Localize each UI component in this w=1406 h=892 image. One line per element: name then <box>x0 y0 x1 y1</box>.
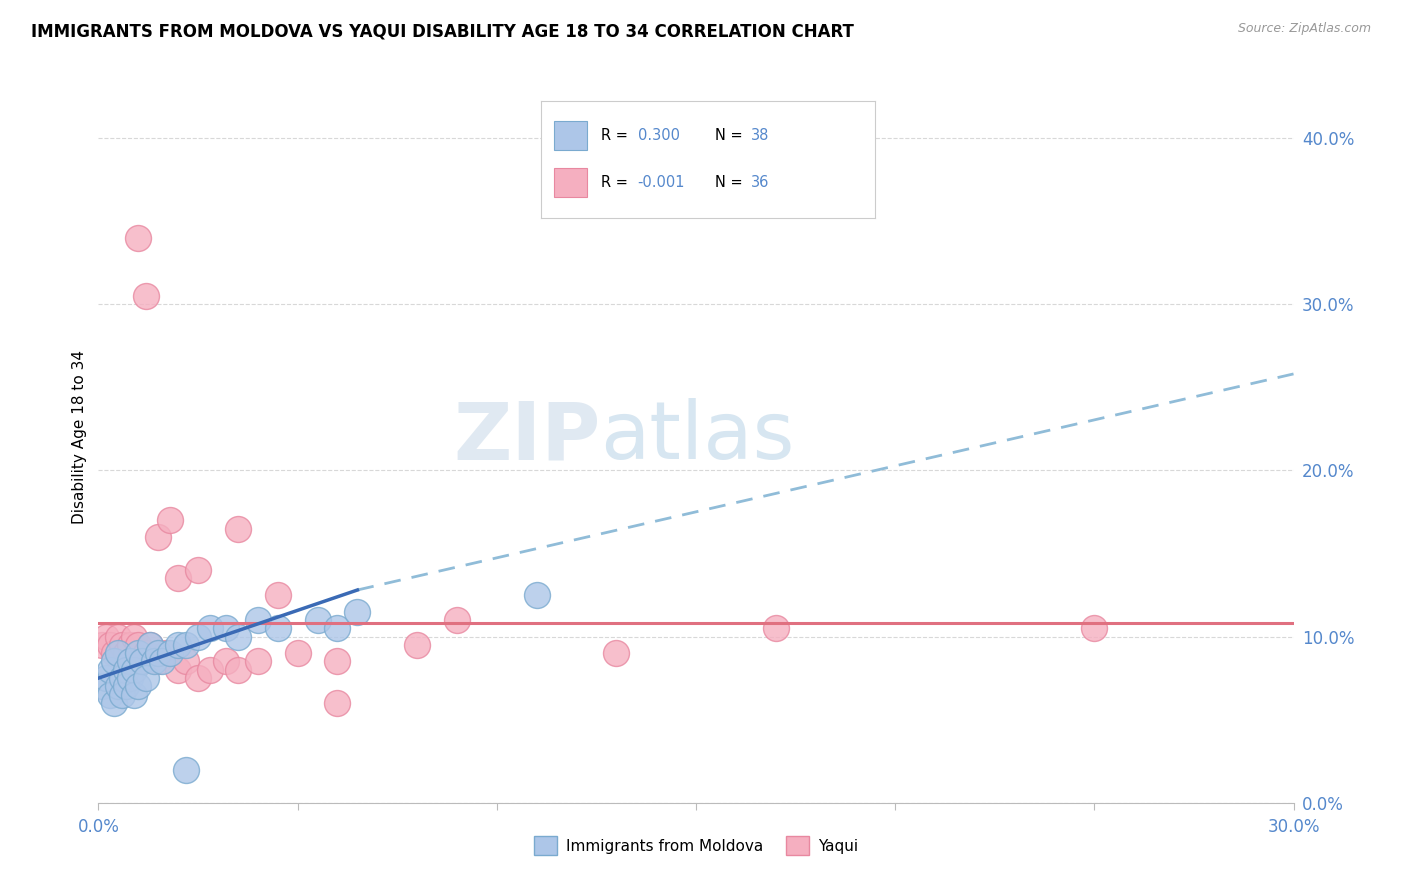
Point <box>131 655 153 669</box>
Point <box>215 621 238 635</box>
Point <box>174 655 197 669</box>
Point <box>765 621 787 635</box>
Point <box>148 646 170 660</box>
Point <box>103 696 125 710</box>
Point <box>174 763 197 777</box>
Y-axis label: Disability Age 18 to 34: Disability Age 18 to 34 <box>72 350 87 524</box>
Point <box>267 621 290 635</box>
Point <box>148 530 170 544</box>
Point <box>226 630 249 644</box>
Point <box>96 671 118 685</box>
Point <box>143 655 166 669</box>
Point <box>127 638 149 652</box>
Point <box>98 638 122 652</box>
Point <box>127 230 149 244</box>
Point <box>115 680 138 694</box>
Point <box>127 646 149 660</box>
Point <box>246 655 269 669</box>
Point <box>127 680 149 694</box>
Point <box>159 513 181 527</box>
Point <box>326 621 349 635</box>
Point <box>98 688 122 702</box>
Point <box>91 638 114 652</box>
Point <box>124 688 146 702</box>
Point <box>187 630 209 644</box>
Legend: Immigrants from Moldova, Yaqui: Immigrants from Moldova, Yaqui <box>527 830 865 861</box>
Point <box>124 630 146 644</box>
Point <box>307 613 329 627</box>
Point <box>346 605 368 619</box>
Point <box>135 671 157 685</box>
Text: Source: ZipAtlas.com: Source: ZipAtlas.com <box>1237 22 1371 36</box>
Point <box>124 663 146 677</box>
Point <box>605 646 627 660</box>
Point <box>115 646 138 660</box>
Point <box>111 688 134 702</box>
Point <box>167 663 190 677</box>
Point <box>103 646 125 660</box>
Point <box>226 663 249 677</box>
Point <box>103 655 125 669</box>
Point <box>187 671 209 685</box>
Point <box>406 638 429 652</box>
Point <box>167 638 190 652</box>
Point <box>98 663 122 677</box>
Point <box>446 613 468 627</box>
Point <box>198 621 221 635</box>
Point <box>226 521 249 535</box>
Point <box>111 638 134 652</box>
Point <box>107 630 129 644</box>
Point <box>155 646 177 660</box>
Point <box>139 638 162 652</box>
Point <box>107 646 129 660</box>
Point <box>148 655 170 669</box>
Point <box>187 563 209 577</box>
Point <box>120 638 142 652</box>
Text: atlas: atlas <box>600 398 794 476</box>
Text: ZIP: ZIP <box>453 398 600 476</box>
Point <box>159 646 181 660</box>
Point <box>135 289 157 303</box>
Point <box>111 671 134 685</box>
Point <box>526 588 548 602</box>
Point <box>135 646 157 660</box>
Point <box>107 680 129 694</box>
Point <box>120 671 142 685</box>
Text: IMMIGRANTS FROM MOLDOVA VS YAQUI DISABILITY AGE 18 TO 34 CORRELATION CHART: IMMIGRANTS FROM MOLDOVA VS YAQUI DISABIL… <box>31 22 853 40</box>
Point <box>131 655 153 669</box>
Point <box>326 655 349 669</box>
Point <box>246 613 269 627</box>
Point <box>267 588 290 602</box>
Point <box>96 630 118 644</box>
Point <box>139 638 162 652</box>
Point <box>326 696 349 710</box>
Point <box>174 638 197 652</box>
Point <box>1083 621 1105 635</box>
Point <box>120 655 142 669</box>
Point <box>167 571 190 585</box>
Point <box>198 663 221 677</box>
Point <box>215 655 238 669</box>
Point <box>115 663 138 677</box>
Point <box>287 646 309 660</box>
Point <box>150 655 173 669</box>
Point <box>91 680 114 694</box>
